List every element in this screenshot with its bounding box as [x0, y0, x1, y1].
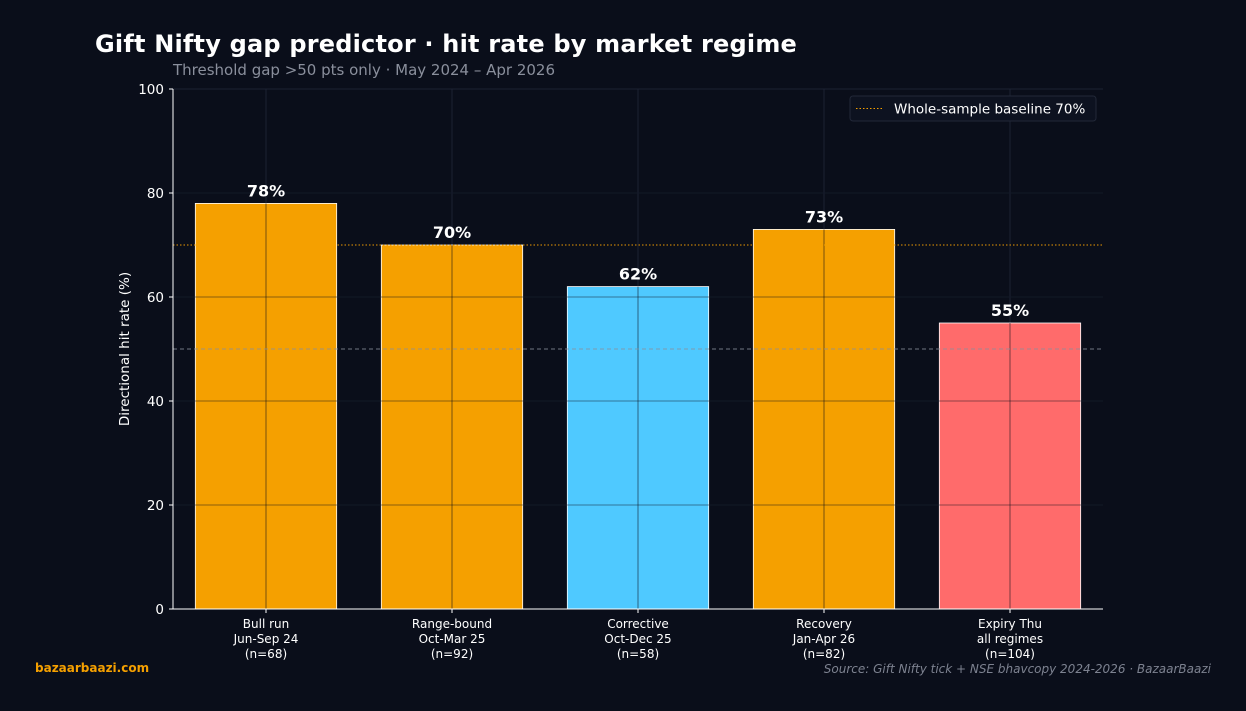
- chart-subtitle: Threshold gap >50 pts only · May 2024 – …: [173, 61, 556, 79]
- data-label: 70%: [433, 223, 471, 242]
- data-label: 55%: [991, 301, 1029, 320]
- x-tick-label: Expiry Thu all regimes (n=104): [977, 617, 1043, 661]
- legend-entry: Whole-sample baseline 70%: [894, 102, 1085, 118]
- data-label: 78%: [247, 181, 285, 200]
- y-tick-label: 100: [138, 82, 164, 98]
- chart-title: Gift Nifty gap predictor · hit rate by m…: [95, 30, 798, 58]
- footer-brand[interactable]: bazaarbaazi.com: [35, 661, 150, 675]
- x-tick-label: Recovery Jan-Apr 26 (n=82): [792, 617, 855, 661]
- data-label: 73%: [805, 207, 843, 226]
- y-tick-label: 20: [147, 498, 164, 514]
- x-tick-label: Bull run Jun-Sep 24 (n=68): [233, 617, 299, 661]
- x-tick-label: Range-bound Oct-Mar 25 (n=92): [412, 617, 492, 661]
- data-label: 62%: [619, 265, 657, 284]
- y-tick-label: 80: [147, 186, 164, 202]
- y-tick-label: 0: [155, 602, 164, 618]
- y-tick-label: 40: [147, 394, 164, 410]
- legend-box: [849, 95, 1097, 122]
- footer-source: Source: Gift Nifty tick + NSE bhavcopy 2…: [823, 662, 1211, 676]
- y-axis-label: Directional hit rate (%): [117, 272, 133, 426]
- x-tick-label: Corrective Oct-Dec 25 (n=58): [604, 617, 671, 661]
- y-tick-label: 60: [147, 290, 164, 306]
